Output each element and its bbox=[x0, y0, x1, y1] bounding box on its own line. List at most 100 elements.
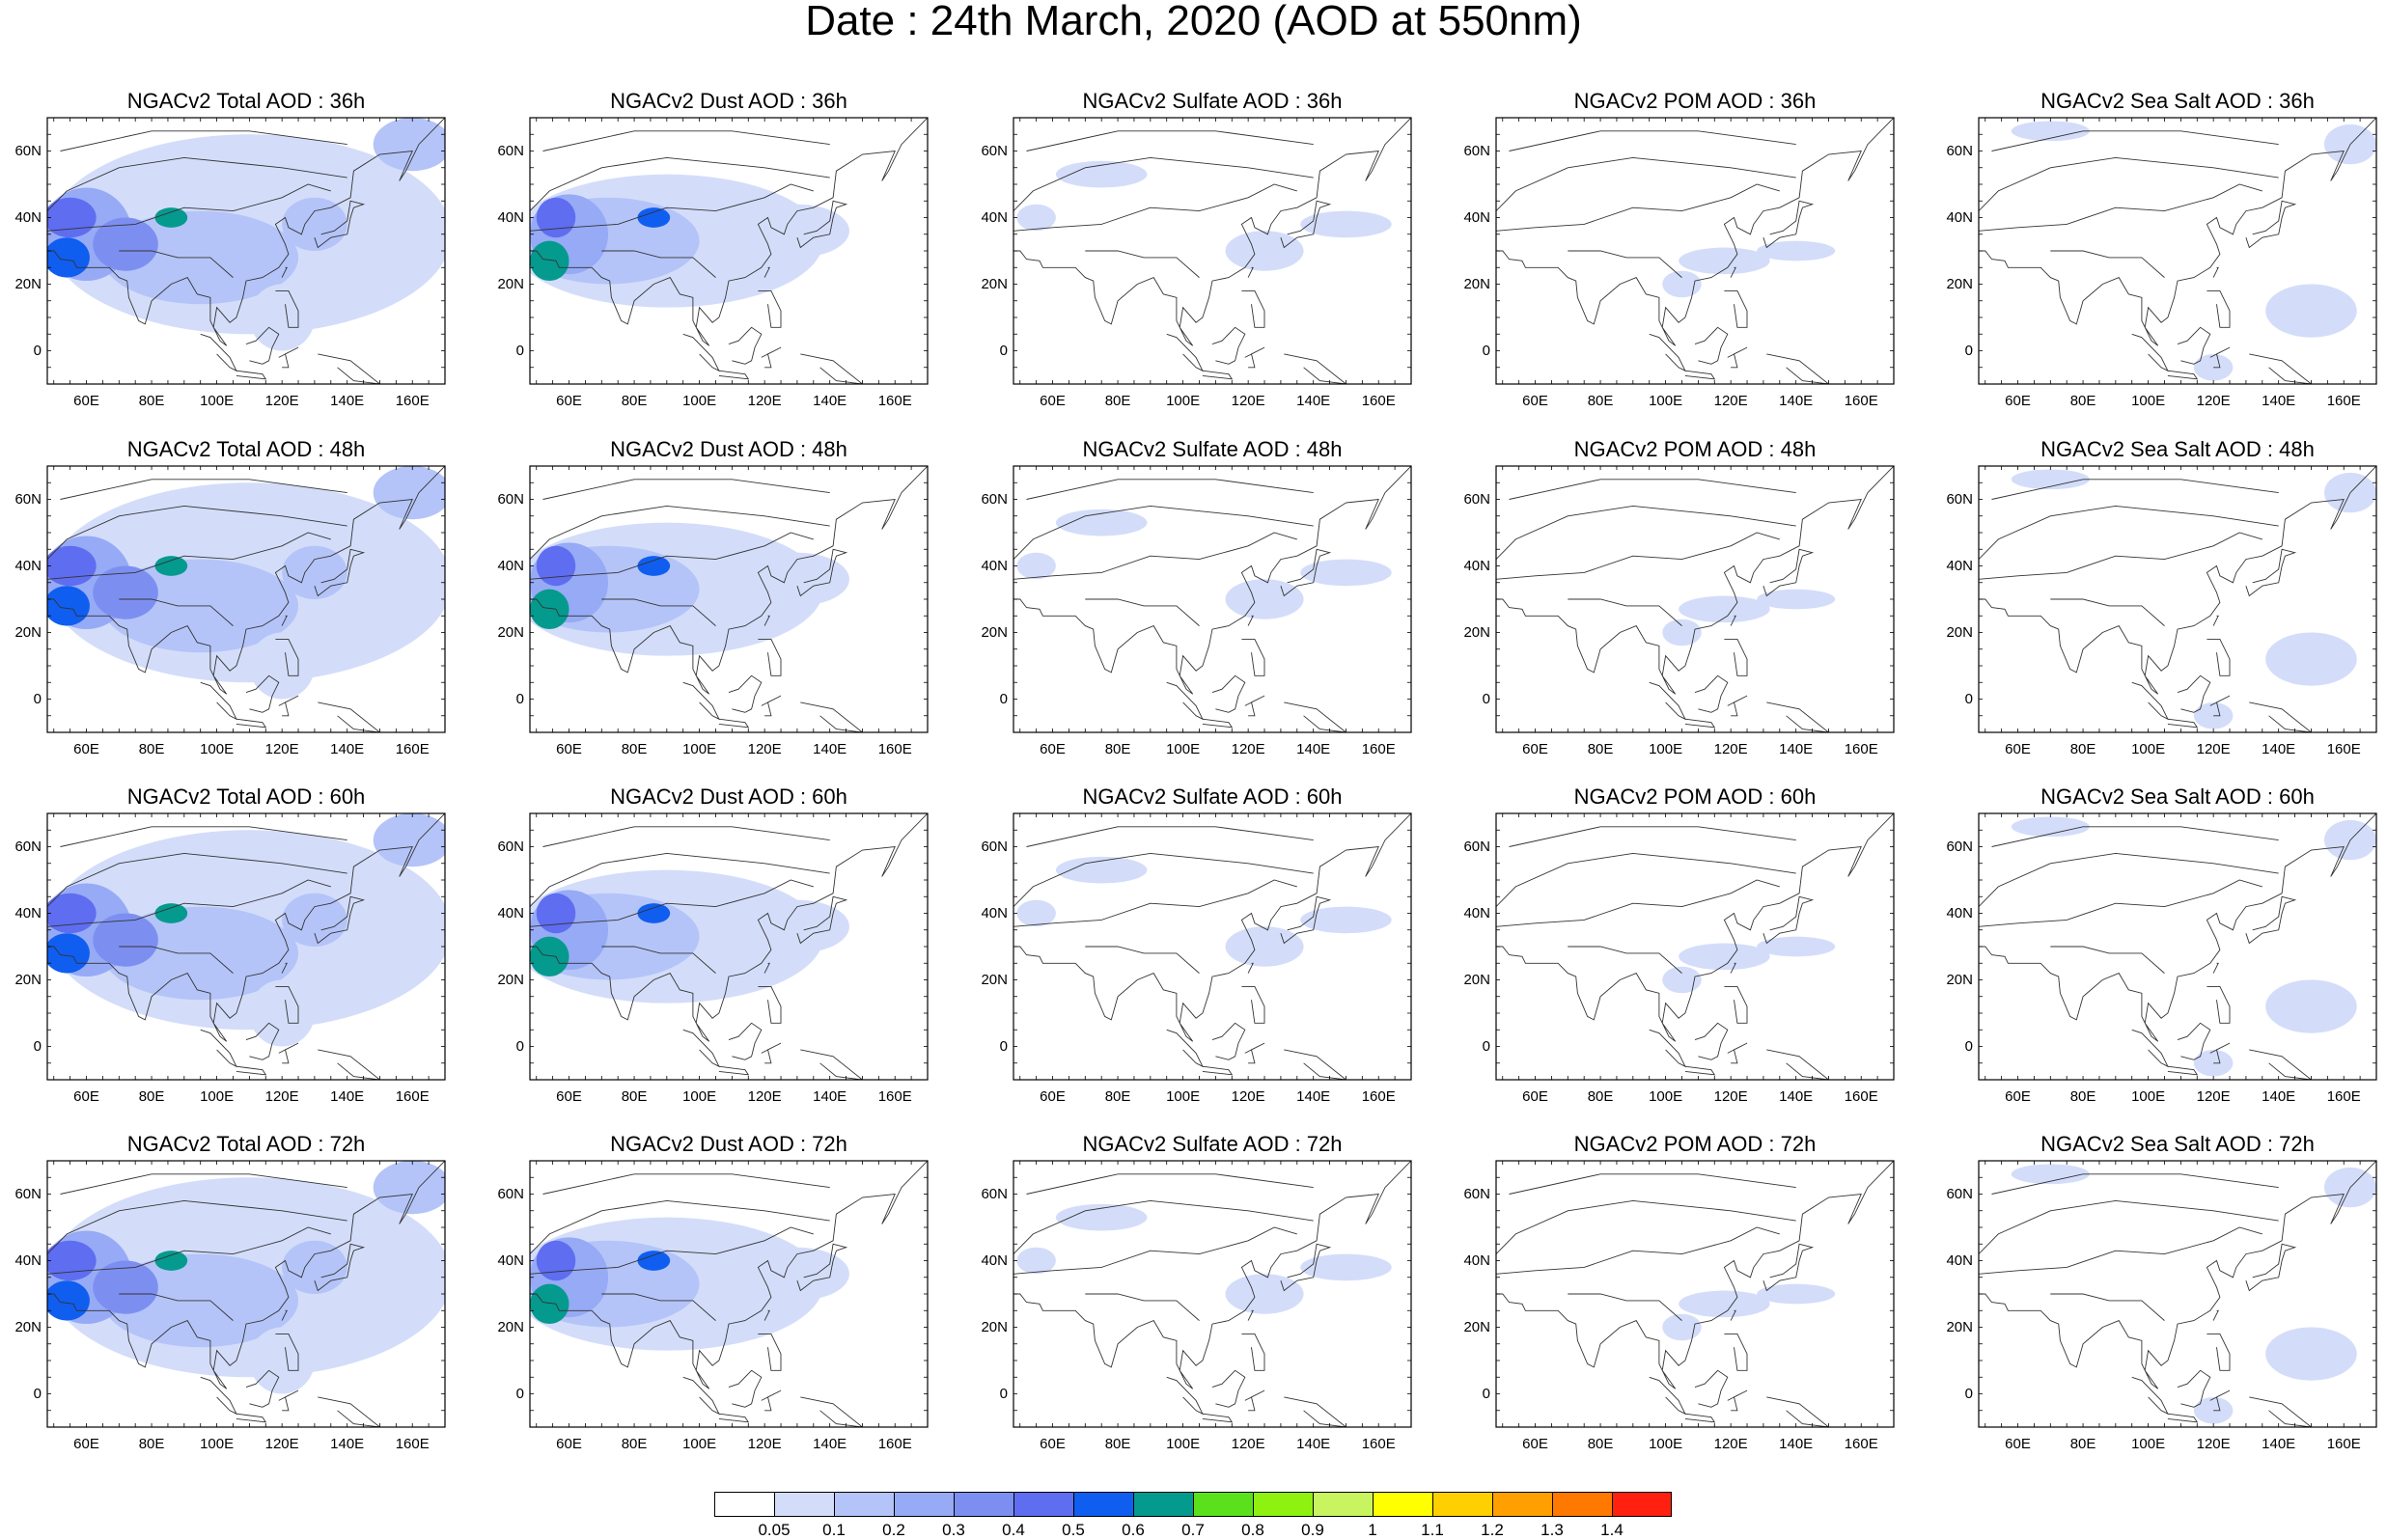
map-panel: NGACv2 Dust AOD : 36h 60E 80E 100E 120E 140E 1… bbox=[497, 89, 1013, 436]
coastline bbox=[47, 813, 445, 1042]
aod-shading bbox=[249, 979, 315, 1047]
lat-tick-label: 40N bbox=[1946, 208, 1973, 226]
coastline bbox=[60, 826, 347, 847]
lat-tick-label: 0 bbox=[999, 1037, 1008, 1055]
coastline bbox=[1979, 813, 2376, 1042]
coastline bbox=[1026, 130, 1314, 151]
aod-shading bbox=[1300, 906, 1392, 934]
coastline bbox=[796, 1243, 848, 1292]
aod-shading bbox=[282, 1240, 347, 1294]
coastline bbox=[318, 1049, 381, 1080]
coastline bbox=[728, 674, 763, 713]
coastline bbox=[281, 962, 288, 974]
coastline bbox=[236, 370, 267, 380]
coastline bbox=[47, 156, 347, 211]
lat-tick-label: 60N bbox=[497, 1185, 524, 1202]
lat-tick-label: 0 bbox=[1964, 1037, 1973, 1055]
coastline bbox=[763, 1309, 770, 1321]
lon-tick-label: 80E bbox=[139, 1436, 165, 1452]
aod-shading bbox=[637, 207, 671, 228]
panel-title: NGACv2 Dust AOD : 60h bbox=[610, 784, 847, 809]
coastline bbox=[281, 615, 288, 626]
coastline bbox=[1509, 1173, 1796, 1195]
coastline bbox=[2177, 326, 2211, 365]
coastline bbox=[1649, 1029, 1686, 1068]
panel-title: NGACv2 Total AOD : 72h bbox=[126, 1132, 366, 1156]
lat-tick-label: 40N bbox=[14, 1251, 42, 1269]
colorbar-label: 0.8 bbox=[1241, 1521, 1264, 1539]
lon-tick-label: 120E bbox=[748, 1088, 782, 1105]
coastline bbox=[1727, 1042, 1748, 1064]
lon-tick-label: 140E bbox=[330, 393, 364, 409]
aod-shading bbox=[2265, 1327, 2357, 1381]
coastline bbox=[281, 1309, 288, 1321]
lat-tick-label: 40N bbox=[1946, 557, 1973, 574]
coastline bbox=[200, 681, 237, 721]
coastline bbox=[530, 156, 830, 211]
lon-tick-label: 100E bbox=[1166, 393, 1200, 409]
lat-tick-label: 40N bbox=[497, 1251, 524, 1269]
lon-tick-label: 140E bbox=[813, 1088, 847, 1105]
coastline bbox=[1727, 1389, 1748, 1412]
coastline bbox=[1166, 681, 1204, 721]
coastline bbox=[1241, 289, 1265, 328]
coastline bbox=[236, 1065, 267, 1076]
coastline bbox=[1284, 701, 1347, 732]
coastline bbox=[2207, 638, 2231, 676]
lat-tick-label: 0 bbox=[515, 342, 524, 359]
aod-shading bbox=[93, 217, 158, 271]
lat-tick-label: 60N bbox=[14, 1185, 42, 1202]
lat-tick-label: 60N bbox=[981, 838, 1008, 855]
lat-tick-label: 0 bbox=[515, 690, 524, 707]
lon-tick-label: 140E bbox=[813, 741, 847, 757]
coastline bbox=[245, 1022, 280, 1060]
coastline bbox=[1496, 852, 1796, 907]
lon-tick-label: 100E bbox=[2131, 393, 2165, 409]
coastline bbox=[2131, 681, 2169, 721]
coastline bbox=[47, 1199, 347, 1254]
coastline bbox=[1509, 479, 1796, 500]
lon-tick-label: 100E bbox=[2131, 741, 2165, 757]
colorbar-label: 0.2 bbox=[882, 1521, 905, 1539]
coastline bbox=[2209, 1042, 2231, 1064]
map-plot: 60E 80E 100E 120E 140E 160E bbox=[1495, 812, 1895, 1105]
lon-tick-label: 160E bbox=[2327, 393, 2361, 409]
map-panel: NGACv2 POM AOD : 60h 60E 80E 100E 120E 140E 16… bbox=[1463, 784, 1979, 1132]
lat-tick-label: 40N bbox=[497, 904, 524, 921]
panel-title: NGACv2 Total AOD : 36h bbox=[126, 89, 366, 113]
lon-tick-label: 100E bbox=[2131, 1088, 2165, 1105]
lon-tick-label: 160E bbox=[396, 1088, 430, 1105]
lon-tick-label: 80E bbox=[1105, 393, 1131, 409]
lat-tick-label: 40N bbox=[1946, 904, 1973, 921]
coastline bbox=[1013, 1199, 1314, 1254]
lat-tick-label: 40N bbox=[981, 557, 1008, 574]
lon-tick-label: 120E bbox=[265, 393, 299, 409]
lon-tick-label: 120E bbox=[2197, 393, 2231, 409]
lat-tick-label: 0 bbox=[1964, 1385, 1973, 1402]
panel-title: NGACv2 Sea Salt AOD : 36h bbox=[2040, 89, 2315, 113]
coastline bbox=[763, 962, 770, 974]
aod-shading bbox=[1679, 247, 1770, 275]
coastline bbox=[47, 1226, 331, 1275]
lat-tick-label: 60N bbox=[1463, 142, 1490, 159]
coastline bbox=[2207, 1333, 2231, 1371]
lon-tick-label: 120E bbox=[1232, 741, 1265, 757]
aod-shading bbox=[1016, 204, 1056, 232]
coastline bbox=[2212, 1309, 2219, 1321]
coastline bbox=[1202, 1065, 1234, 1076]
lon-tick-label: 140E bbox=[1779, 741, 1813, 757]
coastline bbox=[800, 1049, 864, 1080]
coastline bbox=[1280, 548, 1332, 597]
panel-title: NGACv2 Sulfate AOD : 72h bbox=[1082, 1132, 1343, 1156]
lat-tick-label: 20N bbox=[981, 275, 1008, 292]
lat-tick-label: 40N bbox=[981, 1251, 1008, 1269]
coastline bbox=[1568, 250, 1682, 278]
coastline bbox=[1979, 1161, 2376, 1389]
coastline bbox=[1766, 701, 1830, 732]
aod-shading bbox=[47, 1240, 97, 1281]
coastline bbox=[1013, 879, 1297, 927]
panel-title: NGACv2 Sea Salt AOD : 60h bbox=[2040, 784, 2315, 809]
coastline bbox=[1979, 156, 2279, 211]
lon-tick-label: 120E bbox=[2197, 1088, 2231, 1105]
aod-shading bbox=[154, 1251, 188, 1271]
